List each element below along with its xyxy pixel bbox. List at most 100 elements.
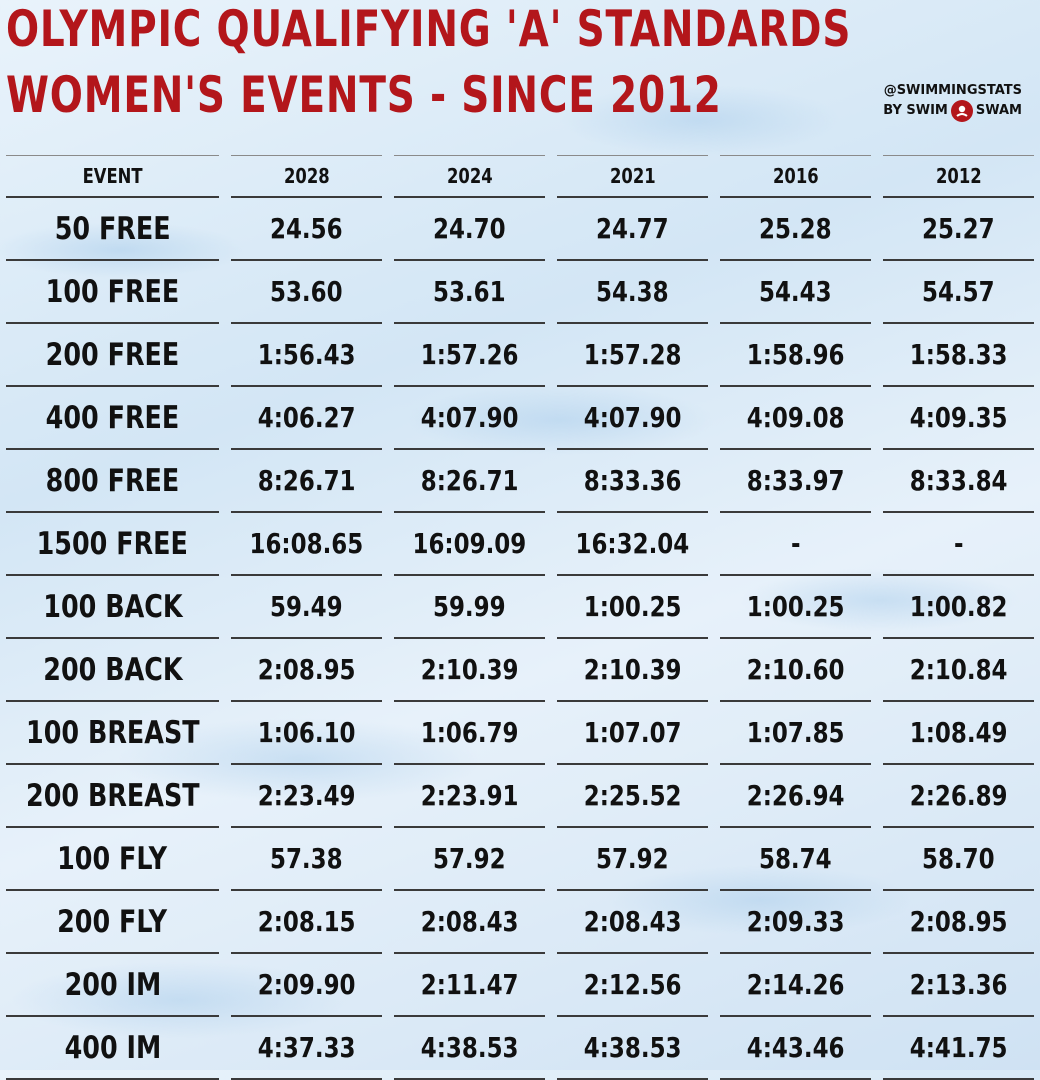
page-title-line-1: OLYMPIC QUALIFYING 'A' STANDARDS <box>6 0 852 58</box>
event-name-cell: 400 FREE <box>6 387 220 450</box>
standard-time-cell: 4:06.27 <box>231 387 383 450</box>
table-row: 400 FREE 4:06.27 4:07.90 4:07.90 4:09.08 4:09… <box>6 387 1034 450</box>
table-row: 200 FLY 2:08.15 2:08.43 2:08.43 2:09.33 2:08.… <box>6 891 1034 954</box>
table-row: 200 BACK 2:08.95 2:10.39 2:10.39 2:10.60 2:10… <box>6 639 1034 702</box>
standard-time-cell: 59.99 <box>394 576 546 639</box>
standard-time-cell: 2:26.89 <box>882 765 1034 828</box>
column-header: 2021 <box>557 155 708 198</box>
standard-time-cell: 8:33.97 <box>720 450 871 513</box>
standard-time-cell: 25.28 <box>720 198 871 261</box>
standard-time-cell: 1:58.96 <box>720 324 871 387</box>
standard-time-cell: 2:08.43 <box>394 891 546 954</box>
table-row: 100 FLY 57.38 57.92 57.92 58.74 58.70 <box>6 828 1034 891</box>
table-row: 100 BACK 59.49 59.99 1:00.25 1:00.25 1:00.82 <box>6 576 1034 639</box>
standard-time-cell: 57.38 <box>231 828 383 891</box>
brand-handle: @SWIMMINGSTATS <box>883 83 1022 98</box>
standard-time-cell: 16:09.09 <box>394 513 546 576</box>
standard-time-cell: 8:33.36 <box>557 450 708 513</box>
table-row: 200 FREE 1:56.43 1:57.26 1:57.28 1:58.96 1:58… <box>6 324 1034 387</box>
standard-time-cell: 1:00.82 <box>882 576 1034 639</box>
standard-time-cell: 2:09.33 <box>720 891 871 954</box>
standard-time-cell: 4:09.08 <box>720 387 871 450</box>
standard-time-cell: 1:08.49 <box>882 702 1034 765</box>
column-header: 2016 <box>720 155 871 198</box>
column-header: 2024 <box>394 155 546 198</box>
standard-time-cell: 8:33.84 <box>882 450 1034 513</box>
brand-credit: @SWIMMINGSTATS BY SWIM SWAM <box>883 82 1022 123</box>
event-name-cell: 100 FLY <box>6 828 220 891</box>
standard-time-cell: 16:08.65 <box>231 513 383 576</box>
event-name-cell: 200 FLY <box>6 891 220 954</box>
standard-time-cell: 1:07.07 <box>557 702 708 765</box>
table-row: 100 BREAST 1:06.10 1:06.79 1:07.07 1:07.85 1:… <box>6 702 1034 765</box>
standard-time-cell: - <box>882 513 1034 576</box>
standard-time-cell: 2:08.95 <box>882 891 1034 954</box>
standard-time-cell: 2:11.47 <box>394 954 546 1017</box>
event-name-cell: 200 BREAST <box>6 765 220 828</box>
standard-time-cell: 53.60 <box>231 261 383 324</box>
standard-time-cell: 24.70 <box>394 198 546 261</box>
standard-time-cell: 24.56 <box>231 198 383 261</box>
standard-time-cell: 2:08.95 <box>231 639 383 702</box>
event-name-cell: 50 FREE <box>6 198 220 261</box>
page-title-line-2: WOMEN'S EVENTS - SINCE 2012 <box>6 66 722 124</box>
standard-time-cell: 2:23.91 <box>394 765 546 828</box>
standard-time-cell: 58.74 <box>720 828 871 891</box>
swimmer-logo-icon <box>950 100 973 123</box>
standard-time-cell: 2:08.15 <box>231 891 383 954</box>
table-row: 50 FREE 24.56 24.70 24.77 25.28 25.27 <box>6 198 1034 261</box>
standard-time-cell: 2:12.56 <box>557 954 708 1017</box>
standard-time-cell: 2:26.94 <box>720 765 871 828</box>
table-row: 1500 FREE 16:08.65 16:09.09 16:32.04- - <box>6 513 1034 576</box>
standard-time-cell: 54.57 <box>882 261 1034 324</box>
standard-time-cell: 2:10.39 <box>394 639 546 702</box>
event-name-cell: 100 FREE <box>6 261 220 324</box>
table-row: 400 IM 4:37.33 4:38.53 4:38.53 4:43.46 4:41.7… <box>6 1017 1034 1080</box>
event-name-cell: 100 BACK <box>6 576 220 639</box>
standard-time-cell: 8:26.71 <box>231 450 383 513</box>
brand-swam-label: SWAM <box>975 103 1022 119</box>
standard-time-cell: 1:57.28 <box>557 324 708 387</box>
column-header: 2012 <box>882 155 1034 198</box>
standard-time-cell: 2:13.36 <box>882 954 1034 1017</box>
table-row: 200 IM 2:09.90 2:11.47 2:12.56 2:14.26 2:13.3… <box>6 954 1034 1017</box>
standard-time-cell: 1:07.85 <box>720 702 871 765</box>
standard-time-cell: 2:10.60 <box>720 639 871 702</box>
standard-time-cell: 4:09.35 <box>882 387 1034 450</box>
standard-time-cell: 53.61 <box>394 261 546 324</box>
standards-table: EVENT 2028 2024 2021 2016 2012 50 FREE 24… <box>0 155 1040 1080</box>
event-name-cell: 1500 FREE <box>6 513 220 576</box>
standard-time-cell: 1:00.25 <box>720 576 871 639</box>
brand-by-label: BY SWIM <box>883 103 948 119</box>
standard-time-cell: 1:06.79 <box>394 702 546 765</box>
standard-time-cell: 25.27 <box>882 198 1034 261</box>
standard-time-cell: 4:37.33 <box>231 1017 383 1080</box>
brand-byline: BY SWIM SWAM <box>883 100 1022 123</box>
standard-time-cell: 4:43.46 <box>720 1017 871 1080</box>
column-header: 2028 <box>231 155 383 198</box>
column-header: EVENT <box>6 155 220 198</box>
table-header-row: EVENT 2028 2024 2021 2016 2012 <box>6 155 1034 198</box>
standard-time-cell: 1:57.26 <box>394 324 546 387</box>
standard-time-cell: - <box>720 513 871 576</box>
standard-time-cell: 1:56.43 <box>231 324 383 387</box>
table-row: 800 FREE 8:26.71 8:26.71 8:33.36 8:33.97 8:33… <box>6 450 1034 513</box>
event-name-cell: 200 FREE <box>6 324 220 387</box>
standard-time-cell: 59.49 <box>231 576 383 639</box>
table-row: 200 BREAST 2:23.49 2:23.91 2:25.52 2:26.94 2:… <box>6 765 1034 828</box>
standard-time-cell: 2:10.84 <box>882 639 1034 702</box>
standard-time-cell: 2:10.39 <box>557 639 708 702</box>
event-name-cell: 200 IM <box>6 954 220 1017</box>
standard-time-cell: 57.92 <box>394 828 546 891</box>
standard-time-cell: 4:38.53 <box>394 1017 546 1080</box>
standard-time-cell: 2:09.90 <box>231 954 383 1017</box>
standard-time-cell: 1:06.10 <box>231 702 383 765</box>
standard-time-cell: 2:25.52 <box>557 765 708 828</box>
standard-time-cell: 8:26.71 <box>394 450 546 513</box>
standard-time-cell: 2:14.26 <box>720 954 871 1017</box>
standard-time-cell: 54.38 <box>557 261 708 324</box>
standard-time-cell: 4:07.90 <box>394 387 546 450</box>
standard-time-cell: 1:00.25 <box>557 576 708 639</box>
standard-time-cell: 1:58.33 <box>882 324 1034 387</box>
standard-time-cell: 57.92 <box>557 828 708 891</box>
